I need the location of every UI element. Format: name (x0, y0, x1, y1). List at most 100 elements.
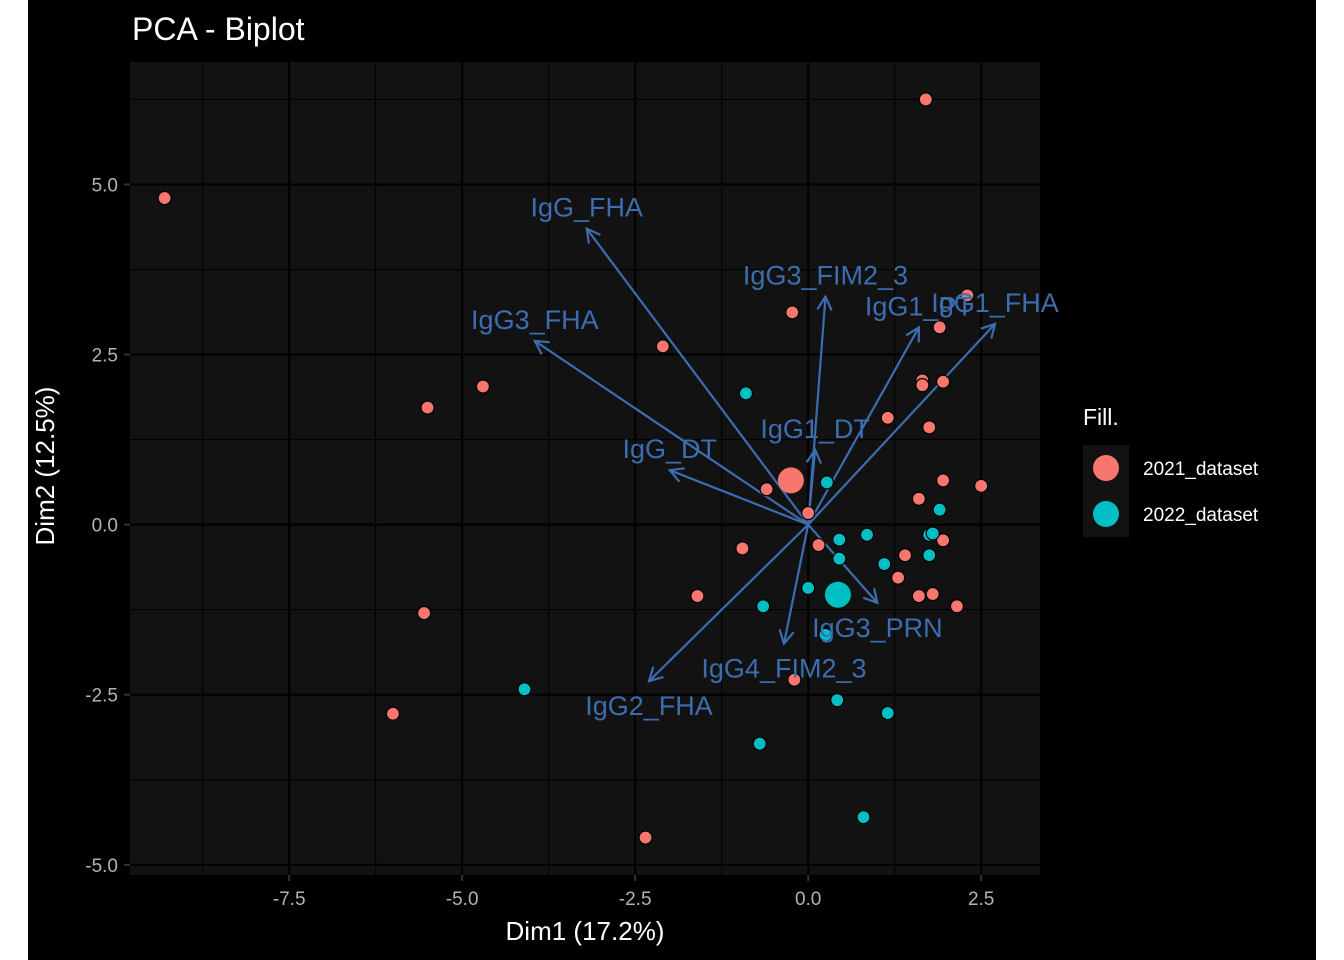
data-point (752, 736, 767, 751)
arrow-head (778, 629, 795, 646)
group-centroid (824, 581, 851, 608)
variable-label: IgG_FHA (530, 193, 643, 223)
legend: Fill. 2021_dataset 2022_dataset (1083, 404, 1259, 537)
legend-title: Fill. (1083, 404, 1119, 430)
arrow-head (667, 467, 685, 483)
data-point (880, 705, 895, 721)
arrow-head (532, 339, 550, 355)
data-point (818, 627, 833, 642)
data-point (832, 532, 847, 547)
data-point (936, 533, 951, 548)
variable-label: IgG1_PT (865, 291, 973, 321)
data-point (157, 190, 172, 206)
arrow-shaft (782, 524, 810, 644)
data-point (759, 482, 774, 497)
variable-label: IgG3_FIM2_3 (743, 261, 908, 291)
arrow-head (905, 325, 921, 343)
y-tick-label: -2.5 (85, 686, 118, 707)
panel-background (130, 62, 1040, 875)
data-point (819, 475, 834, 490)
data-point (925, 526, 940, 541)
arrow-head (805, 447, 823, 464)
legend-entry: 2021_dataset (1083, 445, 1259, 491)
data-point (811, 537, 826, 553)
arrow-head (647, 666, 664, 683)
data-points (157, 92, 989, 845)
data-point (974, 478, 989, 493)
data-point (638, 830, 653, 845)
y-axis: -5.0 -2.5 0.0 2.5 5.0 (85, 175, 130, 877)
variable-label: IgG4_FIM2_3 (701, 654, 866, 684)
data-point (856, 810, 871, 825)
data-point (785, 305, 800, 320)
figure: PCA - Biplot IgG_FHA IgG3_FIM2_3 IgG1_FHA I… (28, 0, 1316, 960)
data-point (801, 580, 816, 595)
data-point (880, 410, 895, 425)
data-point (922, 420, 937, 435)
data-point (911, 588, 926, 604)
data-point (655, 339, 670, 354)
x-tick-label: 0.0 (795, 889, 821, 910)
variable-arrow (778, 524, 810, 646)
data-point (936, 473, 951, 488)
y-axis-title: Dim2 (12.5%) (30, 387, 60, 546)
pca-biplot: PCA - Biplot IgG_FHAIgG3_FIM2_3IgG1_FHAI… (30, 11, 1259, 946)
grid (130, 62, 1040, 875)
data-point (417, 605, 432, 621)
data-point (949, 599, 965, 614)
arrow-shaft (648, 523, 809, 682)
arrow-shaft (585, 228, 810, 526)
data-point (891, 570, 906, 585)
variable-label: IgG3_FHA (471, 305, 599, 335)
x-tick-label: 2.5 (968, 889, 994, 910)
data-point (787, 672, 802, 687)
variable-label: IgG2_FHA (585, 691, 713, 721)
data-point (911, 491, 926, 506)
variable-label: IgG_DT (623, 434, 718, 464)
data-point (738, 386, 753, 401)
data-point (859, 527, 875, 542)
group-centroid (777, 467, 804, 494)
variable-arrows (532, 226, 997, 683)
x-axis-title: Dim1 (17.2%) (506, 916, 665, 946)
arrow-shaft (669, 469, 809, 526)
data-point (832, 551, 847, 566)
legend-label: 2022_dataset (1143, 505, 1259, 526)
data-point (936, 374, 951, 389)
data-point (918, 92, 933, 107)
data-point (420, 400, 435, 415)
data-point (925, 586, 940, 602)
variable-label: IgG1_FHA (931, 288, 1059, 318)
data-point (385, 706, 401, 721)
data-point (756, 599, 771, 614)
variable-arrow (807, 325, 921, 526)
data-point (897, 548, 913, 563)
x-tick-label: -5.0 (446, 889, 479, 910)
variable-label: IgG3_PRN (812, 613, 943, 643)
x-tick-label: -7.5 (273, 889, 306, 910)
arrow-shaft (807, 326, 920, 526)
data-point (690, 588, 705, 604)
data-point (932, 502, 947, 517)
data-point (915, 378, 930, 393)
arrow-head (862, 587, 879, 605)
data-point (801, 505, 816, 521)
data-point (830, 693, 845, 708)
data-point (922, 548, 937, 563)
variable-arrow (585, 226, 810, 526)
y-tick-label: 5.0 (92, 175, 118, 196)
arrow-head (816, 294, 833, 311)
variable-arrow (807, 322, 997, 526)
variable-arrow (667, 467, 809, 526)
y-tick-label: 2.5 (92, 346, 118, 367)
arrow-head (980, 322, 997, 339)
data-point (932, 320, 947, 335)
legend-swatch (1093, 501, 1119, 527)
chart-title: PCA - Biplot (132, 11, 305, 47)
x-axis: -7.5 -5.0 -2.5 0.0 2.5 (273, 875, 994, 910)
arrow-head (585, 226, 601, 244)
legend-entry: 2022_dataset (1083, 491, 1259, 537)
y-tick-label: 0.0 (92, 516, 118, 537)
variable-label: IgG1_DT (760, 414, 870, 444)
